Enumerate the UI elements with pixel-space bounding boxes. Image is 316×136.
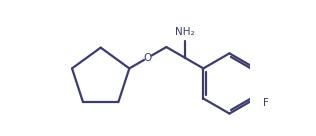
Text: NH₂: NH₂	[175, 27, 195, 37]
Text: O: O	[144, 53, 152, 63]
Text: F: F	[263, 98, 269, 108]
